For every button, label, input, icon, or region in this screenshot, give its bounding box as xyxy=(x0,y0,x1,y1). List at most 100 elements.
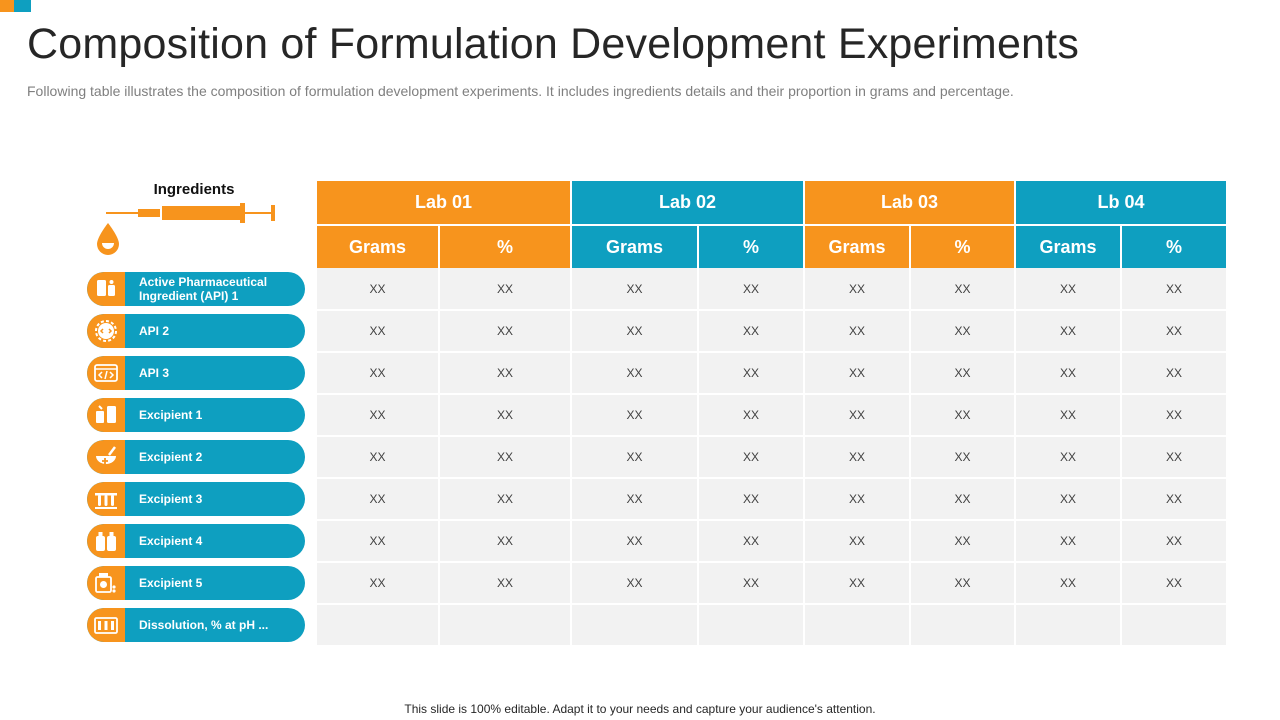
table-row: XX XX XX XX XX XX XX XX xyxy=(317,394,1227,437)
table-cell: XX xyxy=(571,352,699,395)
pill-bottle-icon xyxy=(87,272,125,306)
table-cell xyxy=(804,604,911,647)
table-cell xyxy=(698,604,805,647)
table-row xyxy=(317,604,1227,647)
ingredient-label: Excipient 4 xyxy=(139,534,203,548)
table-cell: XX xyxy=(439,520,572,563)
table-cell: XX xyxy=(910,394,1016,437)
table-cell: XX xyxy=(439,310,572,353)
ingredient-item: Excipient 3 xyxy=(87,482,305,516)
table-cell: XX xyxy=(1015,268,1122,311)
table-cell: XX xyxy=(439,562,572,605)
table-cell: XX xyxy=(571,520,699,563)
table-cell xyxy=(317,604,440,647)
table-cell: XX xyxy=(1015,520,1122,563)
grams-header: Grams xyxy=(317,225,440,268)
table-cell: XX xyxy=(1015,436,1122,479)
table-cell: XX xyxy=(439,394,572,437)
table-row: XX XX XX XX XX XX XX XX xyxy=(317,520,1227,563)
table-cell: XX xyxy=(804,394,911,437)
table-cell: XX xyxy=(1121,478,1227,521)
percent-header: % xyxy=(439,225,572,268)
table-cell: XX xyxy=(698,436,805,479)
table-row: XX XX XX XX XX XX XX XX xyxy=(317,436,1227,479)
table-row: XX XX XX XX XX XX XX XX xyxy=(317,562,1227,605)
percent-header: % xyxy=(910,225,1016,268)
corner-accent xyxy=(0,0,31,12)
table-cell: XX xyxy=(1015,478,1122,521)
table-cell: XX xyxy=(439,352,572,395)
lab-rack-icon xyxy=(87,608,125,642)
table-cell: XX xyxy=(698,352,805,395)
table-cell: XX xyxy=(1015,352,1122,395)
page-title: Composition of Formulation Development E… xyxy=(27,20,1080,68)
table-cell: XX xyxy=(804,520,911,563)
table-cell: XX xyxy=(910,562,1016,605)
grams-header: Grams xyxy=(1015,225,1122,268)
table-cell: XX xyxy=(698,520,805,563)
table-row: XX XX XX XX XX XX XX XX xyxy=(317,478,1227,521)
table-cell: XX xyxy=(1121,520,1227,563)
lab-header-1: Lab 01 xyxy=(317,181,572,226)
table-cell: XX xyxy=(910,478,1016,521)
table-cell: XX xyxy=(571,478,699,521)
ingredient-item: Excipient 1 xyxy=(87,398,305,432)
table-cell: XX xyxy=(1121,562,1227,605)
bottles-icon xyxy=(87,524,125,558)
table-cell: XX xyxy=(1121,394,1227,437)
table-cell: XX xyxy=(698,478,805,521)
ingredients-heading: Ingredients xyxy=(153,181,235,198)
lab-header-row: Lab 01 Lab 02 Lab 03 Lb 04 xyxy=(317,181,1227,226)
table-cell: XX xyxy=(1015,394,1122,437)
table-row: XX XX XX XX XX XX XX XX xyxy=(317,352,1227,395)
ingredient-item: API 3 xyxy=(87,356,305,390)
table-cell: XX xyxy=(804,352,911,395)
table-cell xyxy=(571,604,699,647)
table-cell: XX xyxy=(1121,352,1227,395)
table-cell: XX xyxy=(804,310,911,353)
table-cell xyxy=(910,604,1016,647)
table-cell: XX xyxy=(804,562,911,605)
table-cell: XX xyxy=(804,436,911,479)
table-cell: XX xyxy=(317,268,440,311)
table-cell: XX xyxy=(804,268,911,311)
ingredient-label: Active Pharmaceutical Ingredient (API) 1 xyxy=(139,275,268,303)
syringe-icon xyxy=(106,203,275,223)
ingredient-item: Excipient 2 xyxy=(87,440,305,474)
ingredient-label: Excipient 5 xyxy=(139,576,203,590)
page-subtitle: Following table illustrates the composit… xyxy=(27,83,1014,99)
footer-note: This slide is 100% editable. Adapt it to… xyxy=(404,702,876,716)
gear-code-icon xyxy=(87,314,125,348)
table-cell: XX xyxy=(698,394,805,437)
table-cell: XX xyxy=(317,520,440,563)
lab-header-3: Lab 03 xyxy=(804,181,1016,226)
table-cell: XX xyxy=(1121,310,1227,353)
ingredient-label: API 2 xyxy=(139,324,170,338)
table-cell: XX xyxy=(571,436,699,479)
code-window-icon xyxy=(87,356,125,390)
table-cell: XX xyxy=(439,478,572,521)
table-cell: XX xyxy=(1121,436,1227,479)
medicine-box-icon xyxy=(87,566,125,600)
corner-accent-blue xyxy=(14,0,31,12)
table-cell: XX xyxy=(439,436,572,479)
percent-header: % xyxy=(1121,225,1227,268)
grams-header: Grams xyxy=(804,225,911,268)
ingredient-label: Dissolution, % at pH ... xyxy=(139,618,269,632)
ingredient-label: Excipient 3 xyxy=(139,492,203,506)
table-cell: XX xyxy=(317,436,440,479)
ingredient-item: Excipient 5 xyxy=(87,566,305,600)
table-cell: XX xyxy=(317,394,440,437)
table-row: XX XX XX XX XX XX XX XX xyxy=(317,268,1227,311)
table-cell: XX xyxy=(571,268,699,311)
table-cell: XX xyxy=(910,352,1016,395)
pharmacy-icon xyxy=(87,398,125,432)
table-cell: XX xyxy=(698,310,805,353)
table-cell: XX xyxy=(910,310,1016,353)
table-cell xyxy=(439,604,572,647)
table-cell: XX xyxy=(910,520,1016,563)
table-cell: XX xyxy=(571,562,699,605)
ingredient-item: Active Pharmaceutical Ingredient (API) 1 xyxy=(87,272,305,306)
table-cell: XX xyxy=(317,352,440,395)
table-cell: XX xyxy=(317,310,440,353)
